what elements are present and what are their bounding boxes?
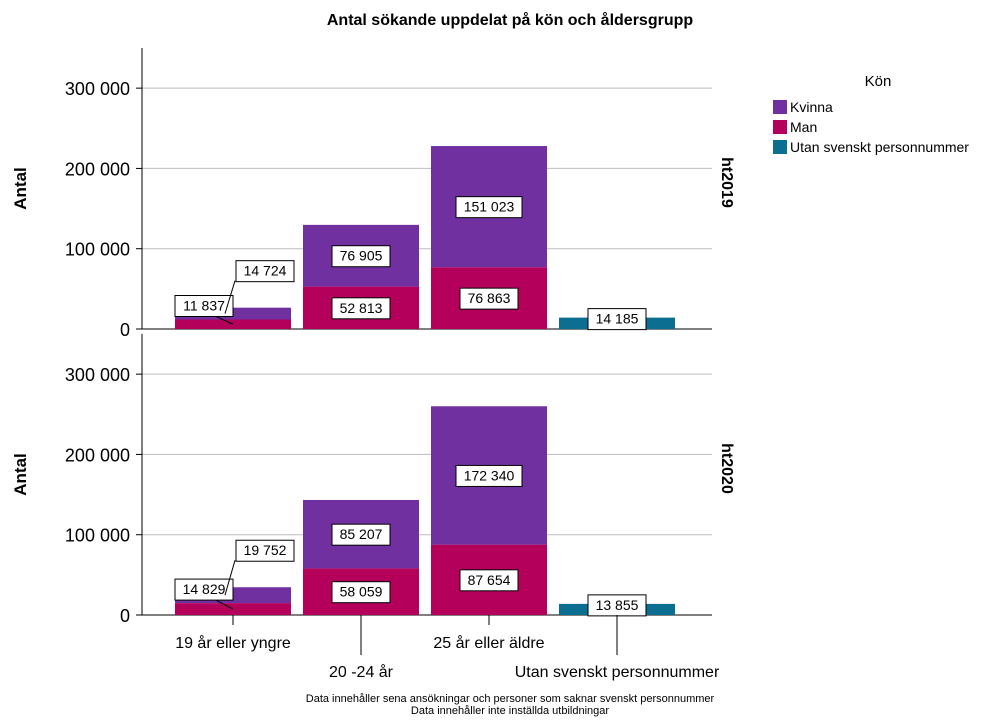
x-category-label-25-ar-eller-aldre: 25 år eller äldre [433,634,544,652]
legend-title: Kön [865,73,892,90]
footnote-1: Data innehåller sena ansökningar och per… [306,693,715,705]
data-label-ht2019-kvinna-1: 76 905 [340,248,383,264]
data-label-box-ht2019-kvinna-2 [455,196,523,219]
data-label-leader-ht2020-kvinna-0 [224,560,236,596]
y-tick-label-ht2019-1: 100 000 [65,240,130,260]
data-label-ht2019-kvinna-0: 14 724 [244,263,287,279]
y-tick-label-ht2020-0: 0 [120,606,130,626]
y-tick-label-ht2020-1: 100 000 [65,526,130,546]
legend-swatch-kvinna [773,100,787,114]
data-label-box-ht2020-kvinna-2 [455,464,523,487]
y-tick-label-ht2020-2: 200 000 [65,445,130,465]
legend-label-kvinna: Kvinna [790,99,833,115]
data-label-ht2020-man-0: 14 829 [183,581,226,597]
data-label-box-ht2019-utan-svenskt-personnummer-3 [587,308,647,331]
data-label-ht2019-utan-svenskt-personnummer-3: 14 185 [596,311,639,327]
chart-title: Antal sökande uppdelat på kön och ålders… [327,11,694,29]
data-label-box-ht2020-man-2 [459,569,519,592]
data-label-box-ht2019-kvinna-0 [235,260,295,283]
data-label-ht2020-kvinna-0: 19 752 [244,542,287,558]
legend-label-man: Man [790,119,817,135]
data-label-leader-ht2019-kvinna-0 [224,280,236,314]
y-tick-label-ht2020-3: 300 000 [65,365,130,385]
x-category-label-20-24-ar: 20 -24 år [329,663,394,681]
data-label-box-ht2019-man-1 [331,297,391,320]
data-label-ht2019-man-0: 11 837 [183,297,225,313]
data-label-box-ht2020-man-0 [174,578,234,601]
y-axis-title-ht2019: Antal [11,167,30,210]
y-tick-label-ht2019-0: 0 [120,320,130,340]
data-label-box-ht2020-man-1 [331,581,391,604]
x-category-label-utan-svenskt-personnummer: Utan svenskt personnummer [515,664,720,681]
legend-label-utan-svenskt-personnummer: Utan svenskt personnummer [790,139,969,155]
x-category-label-19-ar-eller-yngre: 19 år eller yngre [175,634,291,652]
data-label-box-ht2019-man-2 [459,287,519,310]
data-label-ht2020-man-1: 58 059 [340,584,383,600]
panel-label-ht2020: ht2020 [718,443,735,494]
data-label-leader-ht2020-man-0 [213,598,234,610]
data-label-box-ht2020-kvinna-1 [331,523,391,546]
y-tick-label-ht2019-2: 200 000 [65,159,130,179]
data-label-ht2020-kvinna-2: 172 340 [464,467,515,483]
legend-swatch-man [773,120,787,134]
legend-swatch-utan-svenskt-personnummer [773,140,787,154]
data-label-ht2019-man-2: 76 863 [468,290,511,306]
footnote-2: Data innehåller inte inställda utbildnin… [411,705,609,717]
data-label-box-ht2020-kvinna-0 [235,539,295,562]
data-label-ht2020-man-2: 87 654 [468,572,511,588]
data-label-box-ht2019-kvinna-1 [331,245,391,268]
y-tick-label-ht2019-3: 300 000 [65,79,130,99]
y-axis-title-ht2020: Antal [11,453,30,496]
data-label-box-ht2019-man-0 [174,294,234,317]
data-label-ht2020-kvinna-1: 85 207 [340,526,383,542]
data-label-ht2020-utan-svenskt-personnummer-3: 13 855 [596,597,639,613]
data-label-ht2019-man-1: 52 813 [340,300,383,316]
panel-label-ht2019: ht2019 [718,157,735,208]
data-label-ht2019-kvinna-2: 151 023 [464,199,515,215]
